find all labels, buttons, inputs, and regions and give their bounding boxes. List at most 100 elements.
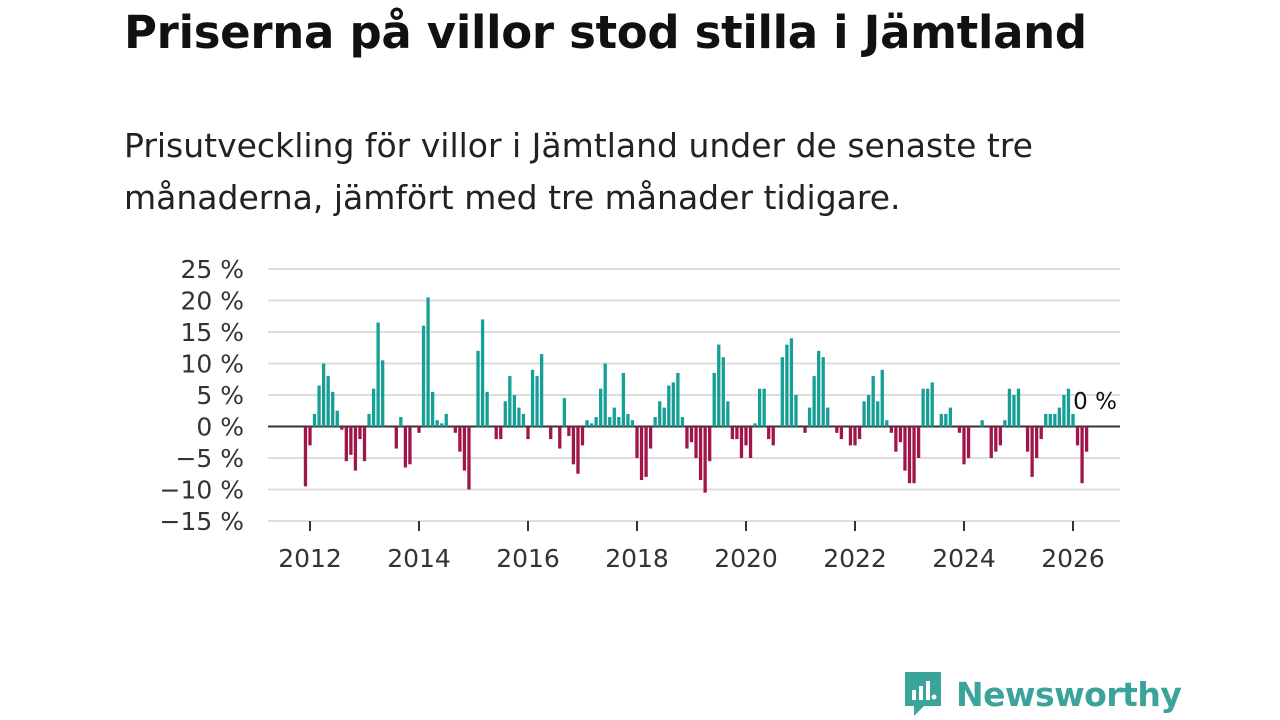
bar (948, 407, 953, 427)
bar (803, 426, 807, 433)
bar (789, 338, 794, 427)
x-tick-label: 2020 (714, 544, 778, 573)
bar (467, 426, 471, 490)
x-axis: 2012 2014 2016 2018 2020 2022 2024 2026 (268, 520, 1120, 573)
bar (848, 426, 853, 446)
bar (476, 350, 480, 427)
bar (726, 401, 730, 427)
bar (794, 395, 798, 427)
bar (526, 426, 530, 440)
bar (612, 407, 616, 427)
bar (966, 426, 971, 458)
bar (340, 426, 344, 430)
bar (685, 426, 689, 449)
bar (1007, 388, 1012, 427)
bar (671, 382, 675, 427)
bar (753, 423, 757, 427)
bar (748, 426, 753, 458)
x-tick-label: 2012 (278, 544, 342, 573)
bar (508, 376, 512, 427)
bar (567, 426, 571, 436)
bar (617, 417, 621, 427)
bar (912, 426, 916, 484)
bar (362, 426, 367, 462)
x-tick-label: 2018 (605, 544, 669, 573)
bar (757, 388, 762, 427)
bar (785, 344, 789, 427)
bar (1075, 426, 1080, 446)
bar (371, 388, 376, 427)
bar (1012, 395, 1016, 427)
bar (444, 413, 448, 427)
bar (717, 344, 721, 427)
bar (767, 426, 771, 440)
bar (635, 426, 639, 458)
bar (703, 426, 707, 493)
bars (303, 297, 1089, 493)
bar (698, 426, 703, 481)
bar (907, 426, 912, 484)
bar (317, 385, 321, 427)
bar (539, 354, 544, 427)
x-tick-label: 2022 (823, 544, 887, 573)
bar (485, 391, 489, 427)
bar (866, 395, 871, 427)
x-tick-label: 2016 (496, 544, 560, 573)
y-tick-label: 5 % (196, 381, 244, 410)
bar (312, 413, 317, 427)
bar (426, 297, 430, 427)
bar (921, 388, 925, 427)
bar (744, 426, 748, 446)
bar (989, 426, 993, 458)
bar (1066, 388, 1071, 427)
bar (503, 401, 507, 427)
bar (894, 426, 898, 452)
bar (658, 401, 662, 427)
bar (662, 407, 666, 427)
bar (480, 319, 485, 427)
newsworthy-logo[interactable]: Newsworthy (902, 670, 1182, 718)
bar (708, 426, 712, 462)
bar (880, 369, 884, 427)
bar (1035, 426, 1039, 458)
bar (817, 350, 821, 427)
bar (721, 357, 725, 427)
bar (344, 426, 348, 462)
y-tick-label: −10 % (160, 476, 244, 505)
bar (585, 420, 589, 427)
bar (739, 426, 744, 458)
bar (835, 426, 839, 433)
bar (1053, 413, 1057, 427)
bar (980, 420, 984, 427)
bar (599, 388, 603, 427)
last-value-label: 0 % (1073, 389, 1117, 415)
bar (394, 426, 398, 449)
x-tick-label: 2014 (387, 544, 451, 573)
y-tick-label: 15 % (180, 318, 244, 347)
bar (403, 426, 408, 468)
bar (1080, 426, 1084, 484)
bar (998, 426, 1002, 446)
bar (512, 395, 517, 427)
bar (408, 426, 412, 465)
gridlines (268, 268, 1120, 522)
bar (353, 426, 358, 471)
x-tick-label: 2026 (1041, 544, 1105, 573)
bar (853, 426, 857, 446)
bar (440, 423, 444, 427)
bar (876, 401, 880, 427)
bar (608, 417, 612, 427)
bar (321, 363, 326, 427)
bar (399, 417, 403, 427)
bar (930, 382, 934, 427)
bar (916, 426, 921, 458)
bar (576, 426, 580, 474)
bar (558, 426, 562, 449)
bar (335, 410, 339, 427)
bar (862, 401, 866, 427)
bar (957, 426, 962, 433)
bar (694, 426, 698, 458)
bar (331, 391, 335, 427)
bar (1016, 388, 1021, 427)
